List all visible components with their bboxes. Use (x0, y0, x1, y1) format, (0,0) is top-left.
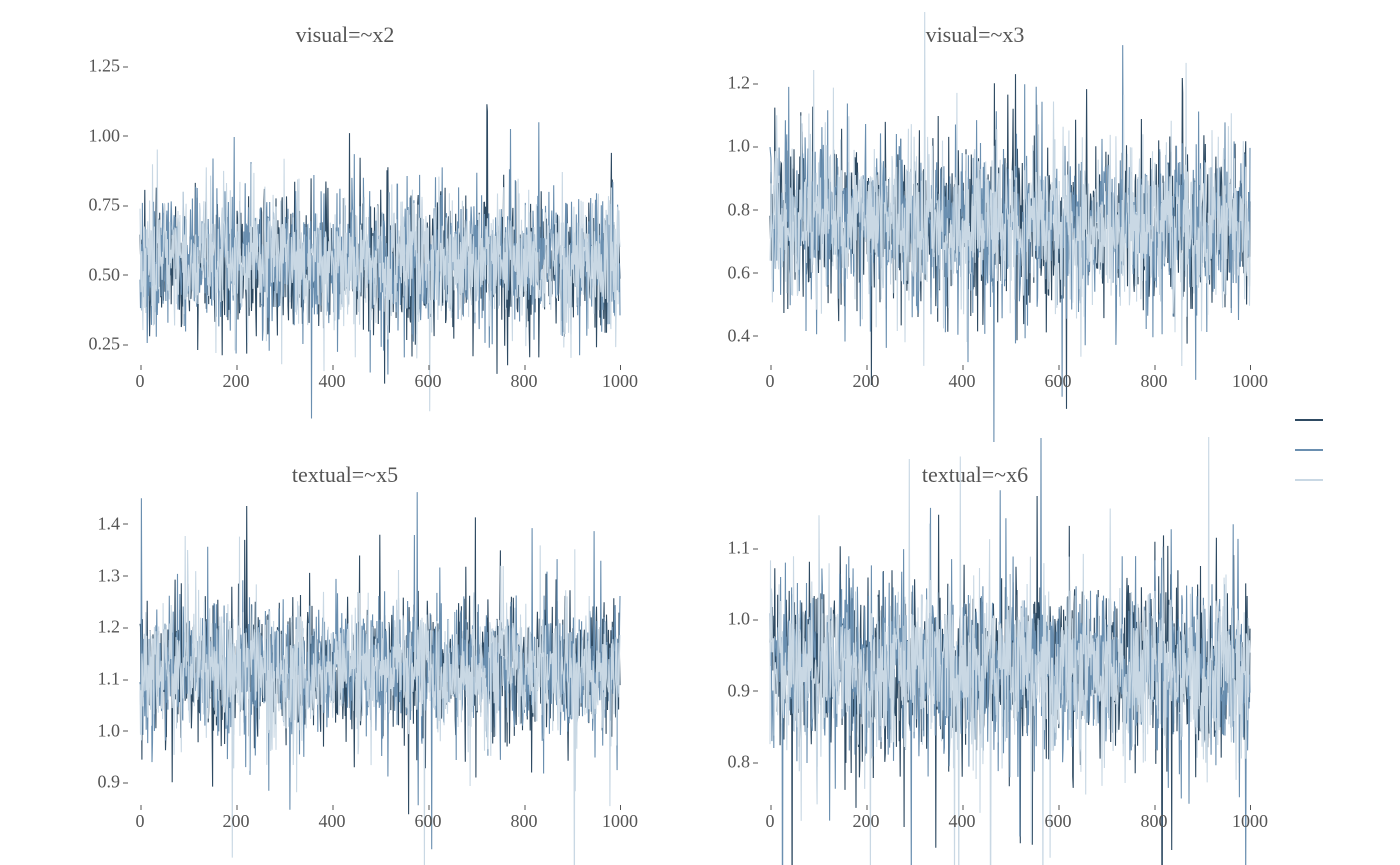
y-tick-label: 0.25 (89, 334, 121, 355)
x-tick-label: 600 (1045, 371, 1072, 392)
line-chart-svg (770, 498, 1250, 798)
panel-title: visual=~x3 (700, 22, 1250, 48)
x-tick-label: 800 (511, 811, 538, 832)
x-axis: 02004006008001000 (770, 365, 1250, 395)
y-tick-label: 1.00 (89, 125, 121, 146)
x-tick-label: 400 (319, 371, 346, 392)
x-axis: 02004006008001000 (140, 805, 620, 835)
panel-visual-x2: visual=~x2 0.250.500.751.001.25 02004006… (70, 30, 620, 370)
x-tick-label: 0 (136, 371, 145, 392)
x-tick-label: 200 (853, 371, 880, 392)
x-tick-label: 1000 (602, 811, 638, 832)
y-axis: 0.8 0.9 1.0 1.1 (700, 498, 760, 798)
legend-item-2 (1295, 465, 1355, 495)
line-chart-svg (140, 58, 620, 358)
y-tick-label: 1.0 (728, 136, 751, 157)
panel-title: visual=~x2 (70, 22, 620, 48)
x-tick-label: 200 (853, 811, 880, 832)
legend-item-1 (1295, 435, 1355, 465)
y-tick-label: 1.0 (98, 720, 121, 741)
x-tick-label: 200 (223, 811, 250, 832)
x-tick-label: 800 (1141, 811, 1168, 832)
y-axis: 0.9 1.0 1.1 1.2 1.3 1.4 (70, 498, 130, 798)
x-tick-label: 200 (223, 371, 250, 392)
y-tick-label: 0.9 (98, 772, 121, 793)
y-tick-label: 0.50 (89, 264, 121, 285)
x-tick-label: 0 (136, 811, 145, 832)
x-tick-label: 600 (415, 811, 442, 832)
plot-area (140, 498, 620, 798)
line-chart-svg (140, 498, 620, 798)
y-tick-label: 1.25 (89, 56, 121, 77)
plot-area (140, 58, 620, 358)
x-tick-label: 800 (511, 371, 538, 392)
legend-swatch-icon (1295, 479, 1323, 481)
legend-swatch-icon (1295, 449, 1323, 451)
y-axis: 0.4 0.6 0.8 1.0 1.2 (700, 58, 760, 358)
line-chart-svg (770, 58, 1250, 358)
plot-area (770, 58, 1250, 358)
x-tick-label: 0 (766, 811, 775, 832)
y-tick-label: 0.75 (89, 195, 121, 216)
x-tick-label: 800 (1141, 371, 1168, 392)
legend-item-0 (1295, 405, 1355, 435)
y-tick-label: 0.4 (728, 325, 751, 346)
x-tick-label: 400 (949, 371, 976, 392)
y-tick-label: 1.2 (98, 617, 121, 638)
x-tick-label: 1000 (602, 371, 638, 392)
x-axis: 02004006008001000 (140, 365, 620, 395)
y-tick-label: 0.8 (728, 199, 751, 220)
x-axis: 02004006008001000 (770, 805, 1250, 835)
panel-title: textual=~x6 (700, 462, 1250, 488)
y-tick-label: 1.0 (728, 609, 751, 630)
y-axis: 0.25 0.50 0.75 1.00 1.25 (70, 58, 130, 358)
y-tick-label: 0.6 (728, 262, 751, 283)
x-tick-label: 400 (949, 811, 976, 832)
y-tick-label: 1.2 (728, 73, 751, 94)
x-tick-label: 600 (1045, 811, 1072, 832)
x-tick-label: 0 (766, 371, 775, 392)
panel-textual-x5: textual=~x5 0.91.01.11.21.31.4 020040060… (70, 470, 620, 810)
y-tick-label: 1.1 (728, 538, 751, 559)
y-tick-label: 0.9 (728, 680, 751, 701)
x-tick-label: 1000 (1232, 371, 1268, 392)
y-tick-label: 1.1 (98, 669, 121, 690)
x-tick-label: 400 (319, 811, 346, 832)
x-tick-label: 600 (415, 371, 442, 392)
figure: visual=~x2 0.250.500.751.001.25 02004006… (40, 10, 1360, 855)
legend (1295, 405, 1355, 495)
x-tick-label: 1000 (1232, 811, 1268, 832)
panel-title: textual=~x5 (70, 462, 620, 488)
panel-textual-x6: textual=~x6 0.80.91.01.1 020040060080010… (700, 470, 1250, 810)
plot-area (770, 498, 1250, 798)
y-tick-label: 1.3 (98, 565, 121, 586)
y-tick-label: 1.4 (98, 513, 121, 534)
y-tick-label: 0.8 (728, 752, 751, 773)
legend-swatch-icon (1295, 419, 1323, 421)
panel-visual-x3: visual=~x3 0.40.60.81.01.2 0200400600800… (700, 30, 1250, 370)
